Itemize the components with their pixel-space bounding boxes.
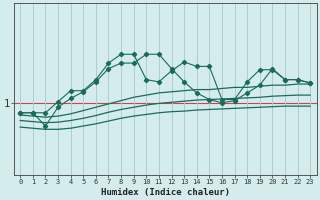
X-axis label: Humidex (Indice chaleur): Humidex (Indice chaleur) (101, 188, 230, 197)
